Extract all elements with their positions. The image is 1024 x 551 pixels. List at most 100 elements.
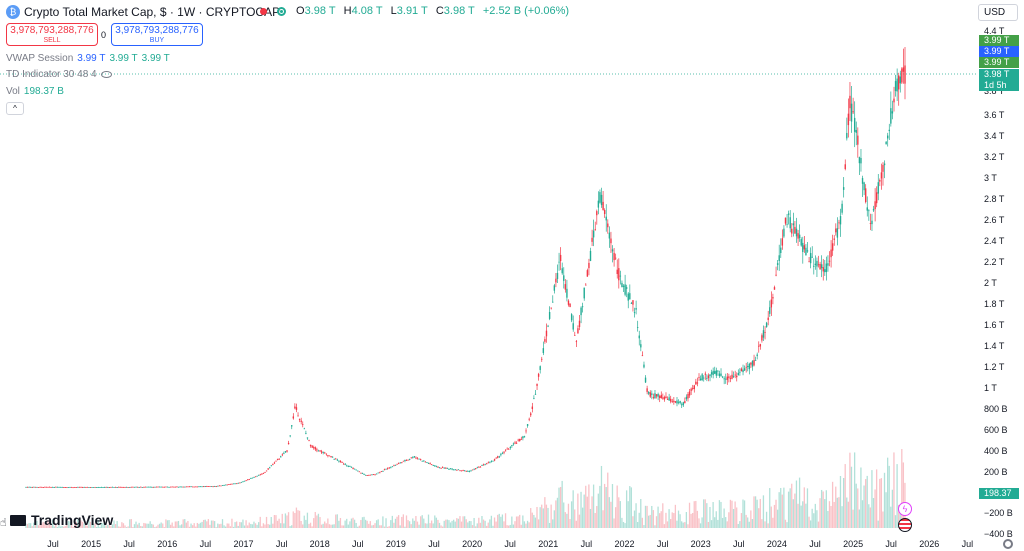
volume-bar bbox=[331, 524, 334, 528]
volume-bar bbox=[692, 512, 694, 528]
candle-body bbox=[883, 163, 886, 166]
candle-body bbox=[331, 456, 334, 458]
currency-selector[interactable]: USD bbox=[978, 4, 1018, 21]
candle-body bbox=[608, 232, 611, 239]
us-flag-icon[interactable] bbox=[898, 518, 912, 532]
volume-bar bbox=[725, 517, 727, 528]
candle-body bbox=[544, 339, 546, 342]
candle-body bbox=[56, 486, 59, 488]
volume-bar bbox=[844, 464, 846, 528]
candle-body bbox=[747, 365, 749, 368]
volume-bar bbox=[861, 500, 864, 528]
candle-body bbox=[59, 486, 62, 488]
candle-body bbox=[512, 443, 515, 445]
volume-bar bbox=[180, 524, 183, 528]
candle-body bbox=[671, 401, 673, 403]
volume-bar bbox=[736, 507, 738, 528]
volume-bar bbox=[780, 487, 782, 528]
volume-bar bbox=[440, 525, 442, 528]
volume-bar bbox=[676, 520, 678, 528]
candle-body bbox=[350, 466, 353, 468]
candle-body bbox=[677, 401, 680, 403]
volume-bar bbox=[410, 524, 412, 528]
volume-legend[interactable]: Vol 198.37 B bbox=[6, 86, 64, 97]
candle-body bbox=[740, 368, 743, 372]
candle-body bbox=[731, 374, 733, 379]
candle-body bbox=[687, 393, 689, 399]
candle-body bbox=[526, 424, 529, 426]
volume-bar bbox=[589, 508, 592, 528]
candle-body bbox=[844, 164, 846, 170]
candle-body bbox=[879, 179, 881, 182]
candle-body bbox=[138, 487, 140, 488]
volume-bar bbox=[693, 501, 695, 528]
volume-bar bbox=[217, 523, 219, 528]
volume-bar bbox=[330, 524, 332, 528]
volume-bar bbox=[162, 523, 164, 528]
td-indicator-legend[interactable]: TD Indicator 30 48 4 bbox=[6, 69, 112, 80]
candle-body bbox=[74, 487, 76, 488]
candle-body bbox=[726, 376, 729, 380]
candle-body bbox=[379, 472, 381, 474]
volume-bar bbox=[287, 512, 290, 528]
candle-body bbox=[309, 444, 312, 447]
candle-body bbox=[783, 228, 785, 237]
candle-body bbox=[213, 486, 216, 487]
vwap-indicator-legend[interactable]: VWAP Session 3.99 T 3.99 T 3.99 T bbox=[6, 53, 170, 64]
candle-body bbox=[699, 378, 702, 381]
candle-body bbox=[580, 307, 582, 316]
time-tick-label: Jul bbox=[504, 539, 516, 549]
candle-body bbox=[893, 98, 895, 103]
volume-bar bbox=[784, 519, 787, 528]
candle-body bbox=[136, 486, 139, 488]
volume-bar bbox=[280, 523, 282, 528]
candle-body bbox=[820, 264, 823, 269]
volume-bar bbox=[297, 510, 299, 528]
buy-button[interactable]: 3,978,793,288,776 BUY bbox=[111, 23, 203, 46]
candle-body bbox=[86, 486, 89, 488]
candle-body bbox=[583, 287, 585, 299]
volume-bar bbox=[196, 522, 198, 528]
candle-body bbox=[902, 67, 905, 72]
volume-bar bbox=[487, 522, 489, 528]
tradingview-logo[interactable]: TradingView bbox=[10, 512, 113, 528]
flash-event-icon[interactable]: ϟ bbox=[898, 502, 912, 516]
volume-bar bbox=[437, 519, 439, 528]
candle-body bbox=[218, 485, 221, 487]
volume-bar bbox=[402, 514, 404, 528]
time-tick-label: 2015 bbox=[81, 539, 102, 549]
volume-bar bbox=[256, 524, 258, 528]
settings-icon[interactable] bbox=[1003, 539, 1013, 549]
candle-body bbox=[670, 398, 672, 402]
sell-button[interactable]: 3,978,793,288,776 SELL bbox=[6, 23, 98, 46]
collapse-legend-button[interactable]: ^ bbox=[6, 102, 24, 115]
volume-bar bbox=[652, 510, 655, 528]
volume-bar bbox=[234, 522, 236, 528]
volume-bar bbox=[135, 521, 137, 528]
candle-body bbox=[419, 459, 422, 461]
volume-bar bbox=[342, 525, 345, 528]
volume-bar bbox=[533, 514, 535, 528]
time-tick-label: Jul bbox=[809, 539, 821, 549]
candle-body bbox=[791, 228, 793, 234]
volume-bar bbox=[416, 521, 419, 528]
candle-body bbox=[217, 485, 219, 487]
candle-body bbox=[66, 487, 68, 489]
volume-bar bbox=[670, 519, 672, 528]
eye-hidden-icon[interactable] bbox=[100, 70, 112, 78]
candle-body bbox=[503, 451, 505, 453]
volume-bar bbox=[259, 516, 261, 528]
symbol-title[interactable]: Crypto Total Market Cap, $ · 1W · CRYPTO… bbox=[24, 5, 281, 19]
candle-body bbox=[780, 247, 782, 254]
volume-bar bbox=[366, 520, 368, 528]
time-tick-label: 2017 bbox=[233, 539, 254, 549]
volume-bar bbox=[319, 517, 321, 528]
volume-bar bbox=[545, 504, 548, 528]
candle-body bbox=[753, 360, 755, 366]
candle-body bbox=[825, 263, 828, 273]
price-tick-label: 3.4 T bbox=[984, 131, 1005, 141]
candle-body bbox=[283, 452, 285, 454]
volume-bar bbox=[64, 526, 66, 528]
volume-bar bbox=[537, 519, 540, 528]
